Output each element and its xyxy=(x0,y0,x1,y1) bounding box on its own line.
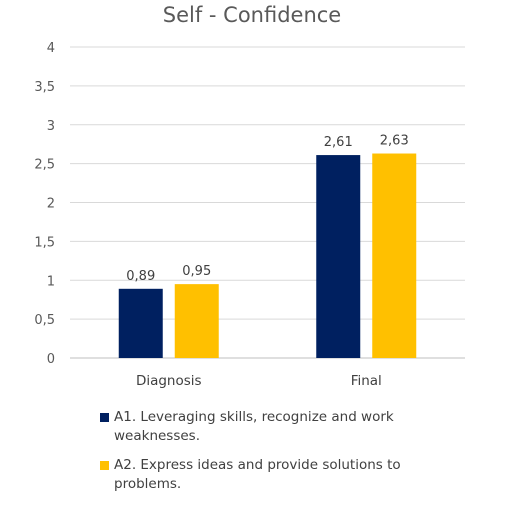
x-tick-label: Diagnosis xyxy=(136,373,202,389)
y-axis-ticks: 0 0,5 1 1,5 2 2,5 3 3,5 4 xyxy=(34,41,55,367)
y-tick-label: 3,5 xyxy=(34,80,55,95)
y-tick-label: 0,5 xyxy=(34,313,55,328)
y-tick-label: 2 xyxy=(47,197,55,212)
data-label: 0,95 xyxy=(182,264,211,279)
bar-final-series-2 xyxy=(372,153,417,358)
data-label: 0,89 xyxy=(126,269,155,284)
bar-diagnosis-series-1 xyxy=(118,288,163,358)
y-tick-label: 3 xyxy=(47,119,55,134)
legend: A1. Leveraging skills, recognize and wor… xyxy=(100,408,420,504)
legend-swatch-a1 xyxy=(100,413,109,422)
bars xyxy=(118,153,417,358)
data-label: 2,63 xyxy=(380,134,409,149)
legend-label-a2: A2. Express ideas and provide solutions … xyxy=(114,457,401,492)
bar-final-series-1 xyxy=(316,155,361,358)
y-tick-label: 1,5 xyxy=(34,235,55,250)
legend-label-a1: A1. Leveraging skills, recognize and wor… xyxy=(114,409,394,444)
legend-item-a2: A2. Express ideas and provide solutions … xyxy=(100,456,420,494)
y-tick-label: 4 xyxy=(47,41,55,56)
chart-title: Self - Confidence xyxy=(163,3,341,27)
data-label: 2,61 xyxy=(324,135,353,150)
legend-item-a1: A1. Leveraging skills, recognize and wor… xyxy=(100,408,420,446)
y-tick-label: 2,5 xyxy=(34,158,55,173)
x-axis-ticks: Diagnosis Final xyxy=(136,373,382,389)
x-tick-label: Final xyxy=(351,373,382,389)
y-tick-label: 0 xyxy=(47,352,55,367)
y-tick-label: 1 xyxy=(47,274,55,289)
bar-diagnosis-series-2 xyxy=(174,284,219,358)
data-labels: 0,89 0,95 2,61 2,63 xyxy=(126,134,408,284)
legend-swatch-a2 xyxy=(100,461,109,470)
